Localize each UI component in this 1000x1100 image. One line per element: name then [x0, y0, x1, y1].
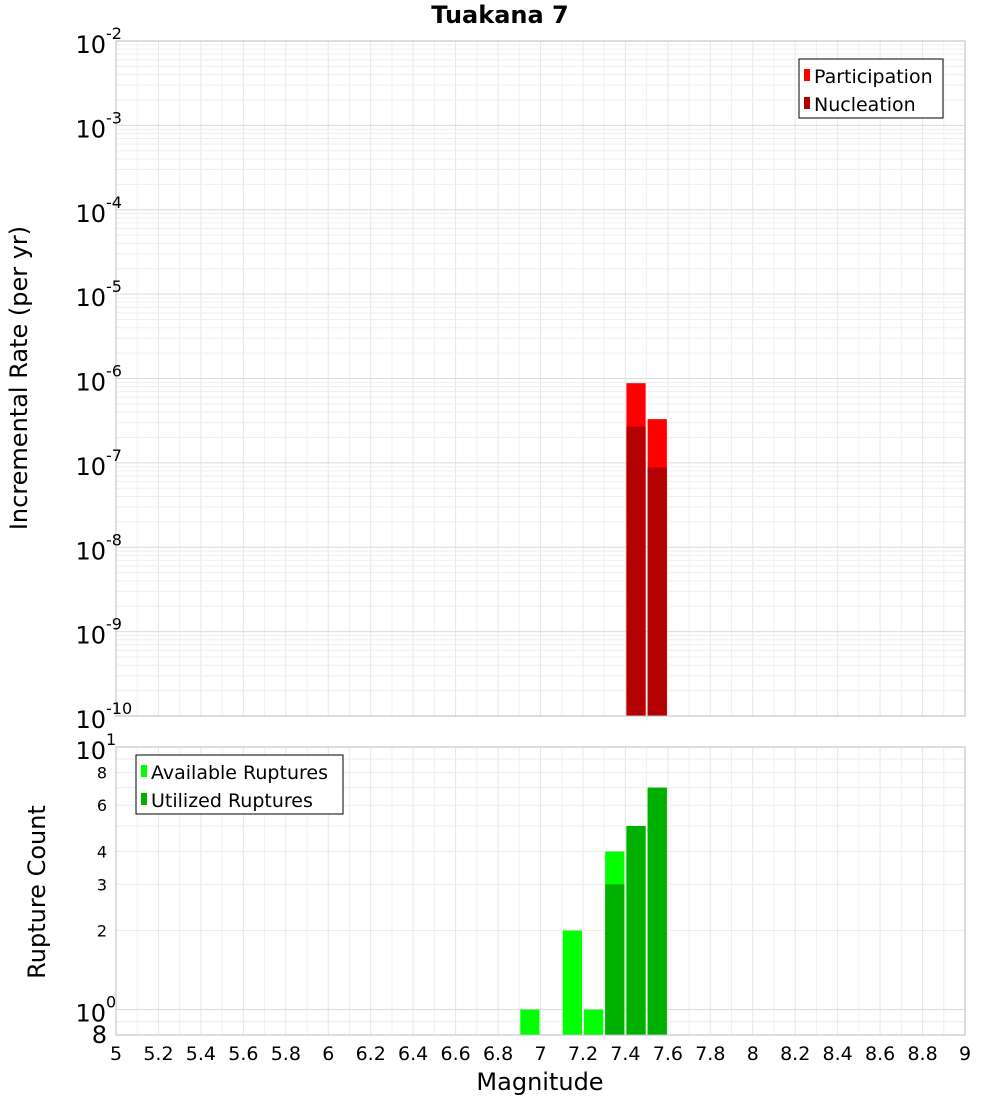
bottom-y-tick-label: 2 [97, 922, 107, 941]
top-legend-label: Nucleation [814, 94, 916, 116]
bottom-y-major-label-base: 10 [75, 737, 106, 765]
x-tick-label: 7.2 [568, 1043, 598, 1065]
utilized-ruptures-bar [647, 787, 667, 1035]
available-ruptures-bar [583, 1009, 604, 1035]
top-y-tick-label-base: 10 [75, 706, 106, 734]
top-y-tick-label-base: 10 [75, 115, 106, 143]
bottom-legend-label: Utilized Ruptures [151, 790, 313, 812]
x-tick-label: 6.8 [483, 1043, 513, 1065]
top-y-tick-label-base: 10 [75, 31, 106, 59]
bottom-y-tick-label: 8 [92, 1021, 107, 1049]
top-y-tick-label-exponent: -4 [106, 193, 122, 212]
bottom-y-major-label-base: 10 [75, 1000, 106, 1028]
top-y-tick-label-exponent: -8 [106, 530, 122, 549]
top-legend-swatch [804, 69, 810, 81]
utilized-ruptures-bar [605, 884, 625, 1035]
bottom-legend-swatch [141, 793, 147, 805]
top-y-tick-label-exponent: -7 [106, 446, 122, 465]
x-tick-label: 8.2 [780, 1043, 810, 1065]
bottom-y-tick-label: 8 [97, 763, 107, 782]
bottom-legend-box [135, 754, 344, 815]
x-tick-label: 5.8 [271, 1043, 301, 1065]
bottom-y-tick-label: 6 [97, 796, 107, 815]
x-tick-label: 7 [534, 1043, 546, 1065]
x-tick-label: 5 [110, 1043, 122, 1065]
top-y-tick-label-exponent: -3 [106, 108, 122, 127]
top-y-tick-label-base: 10 [75, 200, 106, 228]
bottom-y-tick-label: 4 [97, 842, 107, 861]
x-tick-label: 8.4 [823, 1043, 853, 1065]
bottom-y-major-label-exponent: 0 [106, 993, 116, 1012]
x-axis-title: Magnitude [476, 1068, 603, 1096]
x-tick-label: 6.4 [398, 1043, 428, 1065]
top-y-axis-title: Incremental Rate (per yr) [5, 226, 33, 530]
top-y-tick-label-base: 10 [75, 453, 106, 481]
top-plot-border [115, 40, 966, 717]
bottom-y-axis-title: Rupture Count [23, 805, 51, 979]
x-tick-label: 7.8 [695, 1043, 725, 1065]
x-tick-label: 8.6 [865, 1043, 895, 1065]
x-tick-label: 5.6 [228, 1043, 258, 1065]
top-y-tick-label-exponent: -9 [106, 615, 122, 634]
utilized-ruptures-bar [626, 826, 646, 1035]
top-y-tick-label-base: 10 [75, 622, 106, 650]
top-y-tick-label-base: 10 [75, 369, 106, 397]
bottom-y-major-label-exponent: 1 [106, 730, 116, 749]
x-tick-label: 5.4 [186, 1043, 216, 1065]
bottom-legend-label: Available Ruptures [151, 762, 328, 784]
top-legend-box [798, 58, 944, 119]
top-y-tick-label-base: 10 [75, 284, 106, 312]
top-legend-label: Participation [814, 66, 933, 88]
nucleation-bar [626, 426, 646, 716]
x-tick-label: 8.8 [907, 1043, 937, 1065]
available-ruptures-bar [562, 930, 582, 1035]
x-tick-label: 8 [747, 1043, 759, 1065]
top-y-tick-label-exponent: -10 [106, 699, 132, 718]
x-tick-label: 9 [959, 1043, 971, 1065]
top-y-tick-label-base: 10 [75, 537, 106, 565]
top-y-tick-label-exponent: -6 [106, 362, 122, 381]
available-ruptures-bar [520, 1009, 540, 1035]
bottom-plot-border [115, 746, 966, 1036]
x-tick-label: 7.6 [653, 1043, 683, 1065]
x-tick-label: 6 [322, 1043, 334, 1065]
x-tick-label: 5.2 [143, 1043, 173, 1065]
x-tick-label: 7.4 [610, 1043, 640, 1065]
nucleation-bar [647, 467, 667, 716]
bottom-legend-swatch [141, 765, 147, 777]
x-tick-label: 6.6 [440, 1043, 470, 1065]
top-y-tick-label-exponent: -2 [106, 24, 122, 43]
chart-title: Tuakana 7 [431, 1, 569, 29]
bottom-y-tick-label: 3 [97, 875, 107, 894]
x-tick-label: 6.2 [356, 1043, 386, 1065]
top-y-tick-label-exponent: -5 [106, 277, 122, 296]
top-legend-swatch [804, 97, 810, 109]
